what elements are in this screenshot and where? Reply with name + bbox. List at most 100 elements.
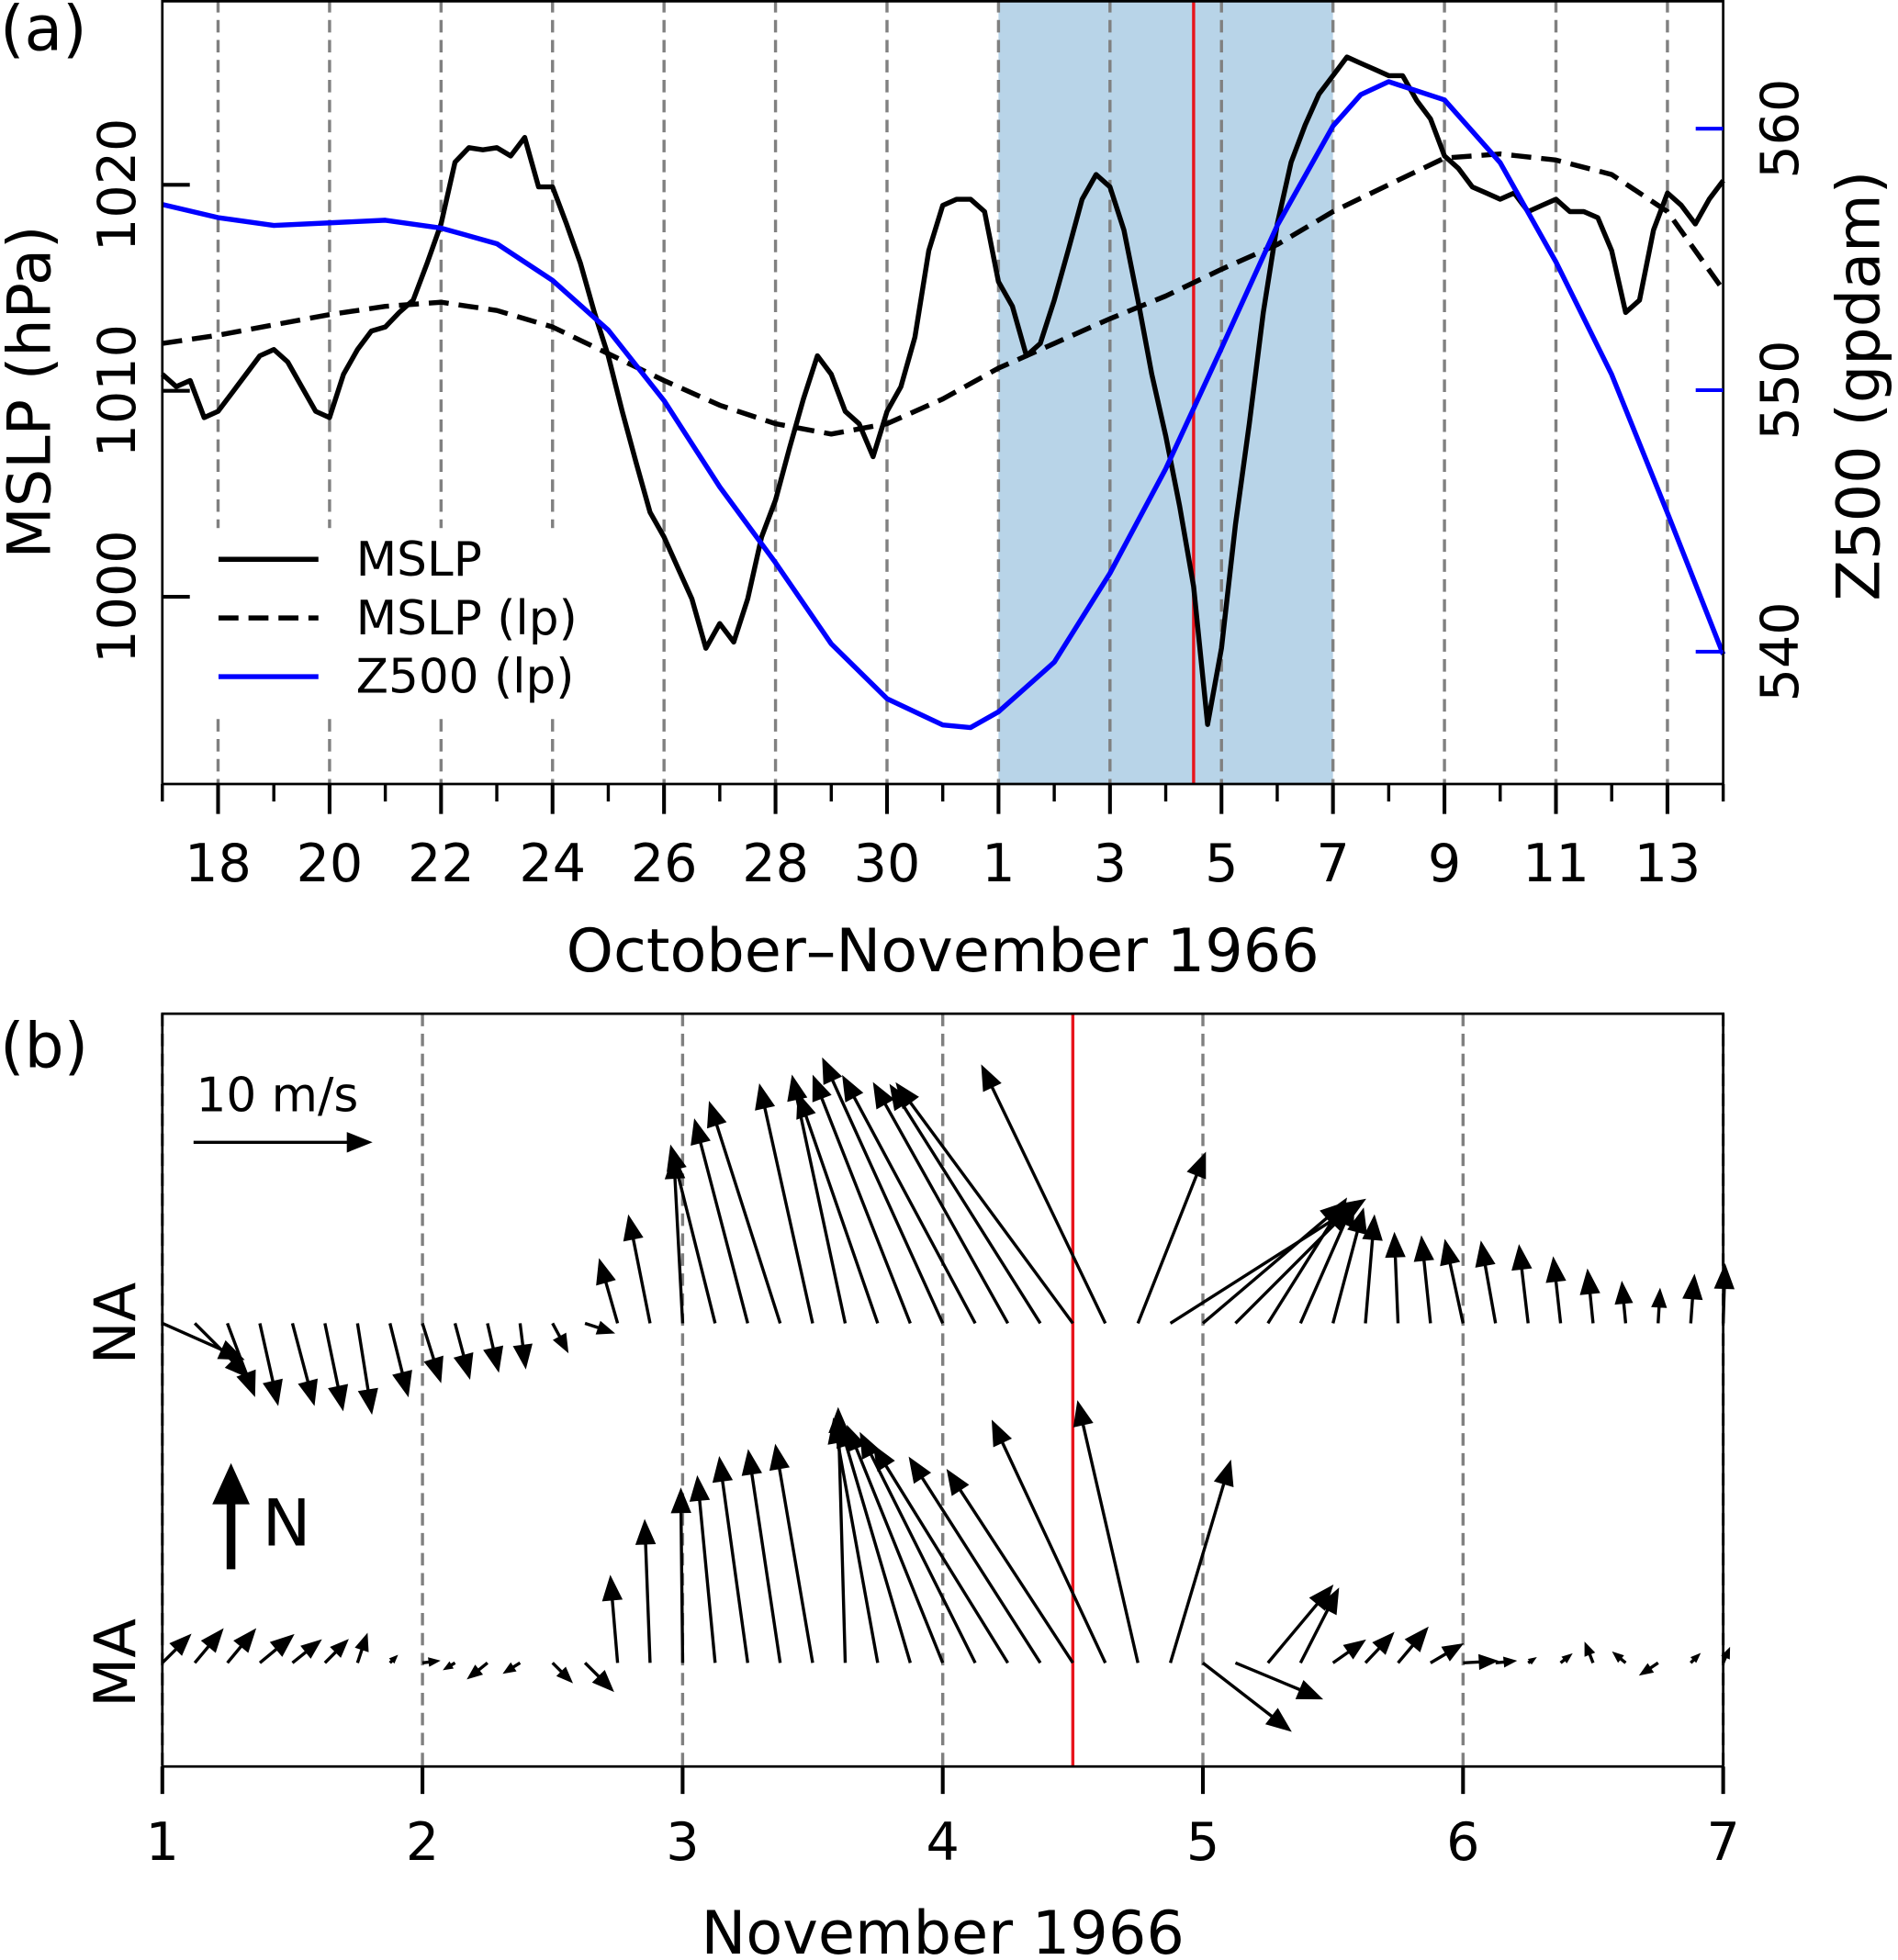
wind-arrow [706,1101,782,1324]
wind-arrow [1638,1661,1659,1676]
key-arrow [193,1132,373,1153]
y-tick-label: 1010 [87,324,148,457]
wind-arrow [355,1323,378,1416]
wind-arrow [1266,1197,1348,1325]
y-tick-label: 1020 [87,118,148,252]
y2-tick-label: 550 [1750,341,1811,441]
y-axis-label: MSLP (hPa) [0,226,64,559]
wind-arrow [512,1323,533,1370]
wind-arrow [623,1214,652,1324]
x-tick-label: 3 [1094,834,1127,894]
wind-arrow [1463,1653,1499,1671]
wind-arrow [755,1082,814,1324]
wind-arrow [1298,1200,1355,1325]
wind-arrow [1475,1240,1498,1324]
plot-frame [161,1012,1724,1768]
wind-arrow [1413,1235,1434,1324]
wind-arrow [1651,1287,1668,1324]
wind-arrow [981,1064,1107,1325]
wind-arrow [1430,1642,1465,1664]
wind-arrow [859,1431,977,1664]
wind-arrow [908,1456,1042,1664]
x-tick-label: 24 [519,834,586,894]
wind-arrow [895,1081,1074,1325]
y2-axis-label: Z500 (gpdam) [1825,171,1894,601]
wind-arrow [1579,1268,1600,1324]
x-tick-label: 7 [1316,834,1349,894]
x-axis-label: October–November 1966 [567,916,1320,986]
wind-arrow [1073,1400,1140,1663]
wind-arrow [691,1118,749,1324]
wind-arrow [842,1074,977,1325]
wind-arrow [1168,1459,1234,1663]
wind-arrow [193,1322,251,1379]
wind-arrow [354,1632,369,1663]
legend-label: MSLP [356,532,482,588]
wind-arrow [258,1323,283,1406]
wind-arrow [453,1323,474,1381]
wind-arrow [388,1654,399,1664]
wind-arrow [946,1469,1074,1664]
x-tick-label: 30 [854,834,921,894]
highlight-span [998,0,1333,785]
x-tick-label: 3 [666,1812,699,1873]
wind-arrow [584,1320,615,1335]
x-tick-label: 11 [1522,834,1589,894]
wind-arrow [872,1081,1010,1325]
wind-arrow [670,1487,691,1663]
wind-arrow [193,1628,224,1664]
wind-arrow [388,1323,412,1398]
x-tick-label: 4 [927,1812,960,1873]
wind-arrow [161,1633,192,1664]
wind-arrow [601,1574,623,1663]
y-tick-label: MA [82,1618,149,1708]
wind-arrow [583,1662,614,1693]
wind-arrow [466,1662,489,1680]
wind-arrow [226,1322,256,1397]
wind-arrow [1495,1656,1518,1668]
y2-tick-label: 540 [1750,601,1811,701]
wind-arrow [1527,1657,1537,1665]
wind-arrow [1385,1231,1406,1324]
wind-arrow [258,1633,295,1664]
x-tick-label: 7 [1706,1812,1739,1873]
wind-arrow [551,1322,569,1354]
wind-arrow [712,1455,749,1663]
wind-arrow [1614,1281,1634,1324]
wind-arrow [689,1474,717,1663]
wind-arrow [1364,1631,1395,1664]
data-line [162,79,1726,731]
wind-arrow [1362,1214,1383,1324]
x-axis-label: November 1966 [702,1898,1185,1960]
wind-arrow [1201,1202,1346,1325]
wind-arrow [1397,1626,1429,1664]
x-tick-label: 28 [742,834,809,894]
wind-arrow [226,1628,257,1664]
x-tick-label: 2 [406,1812,439,1873]
wind-arrow [741,1449,782,1663]
x-tick-label: 20 [297,834,364,894]
wind-arrow [291,1639,322,1664]
x-tick-label: 1 [982,834,1015,894]
wind-arrow [1682,1273,1703,1324]
wind-arrow [1559,1652,1573,1664]
wind-arrow [1234,1661,1324,1700]
wind-arrow [1584,1641,1596,1663]
x-tick-label: 5 [1205,834,1238,894]
wind-arrow [872,1444,1009,1664]
x-tick-label: 22 [408,834,475,894]
wind-arrow [1234,1206,1353,1325]
wind-arrow [502,1661,522,1674]
wind-arrow [1136,1151,1207,1325]
wind-arrow [635,1518,657,1663]
wind-arrow [787,1074,848,1324]
wind-arrow [551,1662,574,1684]
x-tick-label: 18 [185,834,252,894]
x-tick-label: 5 [1186,1812,1219,1873]
wind-arrow [1298,1587,1340,1664]
wind-arrow [1331,1207,1367,1324]
wind-arrow [1201,1662,1292,1732]
wind-arrow [822,1057,945,1325]
wind-arrow [421,1322,444,1383]
